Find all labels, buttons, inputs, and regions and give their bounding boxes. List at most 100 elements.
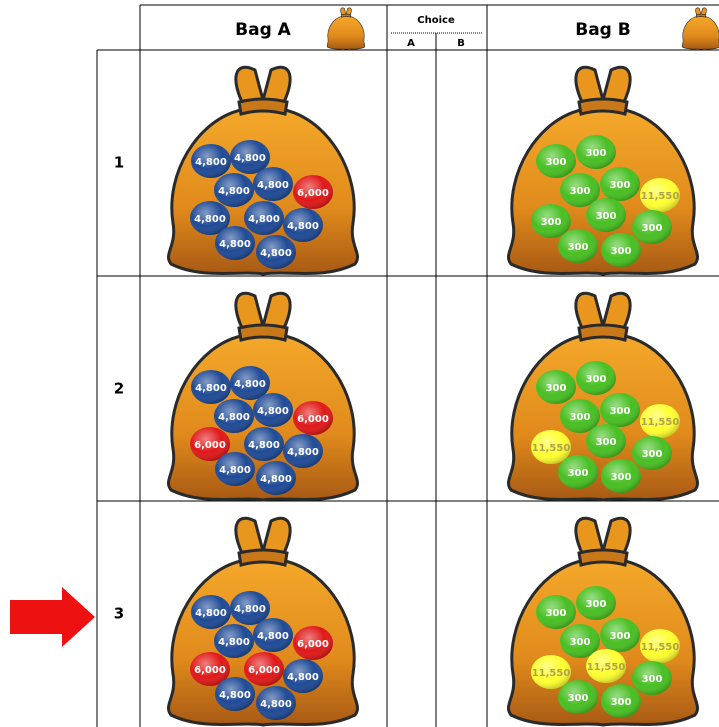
header-choice: Choice xyxy=(417,15,455,26)
ball-label: 300 xyxy=(642,449,663,460)
ball-label: 4,800 xyxy=(219,465,251,476)
ball-label: 4,800 xyxy=(218,412,250,423)
ball-label: 4,800 xyxy=(195,383,227,394)
ball-shine xyxy=(632,436,672,470)
ball-label: 11,550 xyxy=(641,191,680,202)
ball-shine xyxy=(214,624,254,658)
ball-shine xyxy=(191,370,231,404)
ball-shine xyxy=(215,677,255,711)
ball-shine xyxy=(256,686,296,720)
ball-shine xyxy=(600,167,640,201)
ball-label: 11,550 xyxy=(587,662,626,673)
ball-label: 4,800 xyxy=(260,248,292,259)
ball-shine xyxy=(283,659,323,693)
ball-label: 4,800 xyxy=(219,239,251,250)
ball-shine xyxy=(253,618,293,652)
ball-shine xyxy=(283,434,323,468)
ball-label: 4,800 xyxy=(257,180,289,191)
ball-shine xyxy=(531,430,571,464)
ball-label: 300 xyxy=(610,631,631,642)
header-bag-a: Bag A xyxy=(235,20,292,40)
ball-shine xyxy=(190,201,230,235)
bag-icon xyxy=(326,7,366,50)
ball-label: 300 xyxy=(568,693,589,704)
ball-shine xyxy=(560,173,600,207)
bag: 4,800 4,800 4,800 4,800 6,000 6,000 6,000 4,800… xyxy=(166,516,360,727)
ball-label: 4,800 xyxy=(260,474,292,485)
ball-shine xyxy=(576,586,616,620)
table-grid xyxy=(96,4,719,727)
ball-shine xyxy=(191,144,231,178)
header-choice-a: A xyxy=(407,38,415,49)
ball-shine xyxy=(632,210,672,244)
ball-label: 4,800 xyxy=(287,672,319,683)
ball-shine xyxy=(293,175,333,209)
ball-label: 6,000 xyxy=(297,414,329,425)
ball-shine xyxy=(244,201,284,235)
arrow-indicator xyxy=(10,587,95,647)
ball-shine xyxy=(244,652,284,686)
bag: 300 300 300 300 11,550 300 300 300 300 300 xyxy=(506,65,700,276)
ball-label: 300 xyxy=(642,223,663,234)
ball-shine xyxy=(601,233,641,267)
ball-shine xyxy=(536,595,576,629)
ball-shine xyxy=(190,652,230,686)
ball-shine xyxy=(601,459,641,493)
ball-shine xyxy=(558,455,598,489)
bag: 4,800 4,800 4,800 4,800 6,000 4,800 4,800 4,800… xyxy=(166,65,360,276)
ball-shine xyxy=(531,204,571,238)
bag-icon xyxy=(681,7,719,50)
ball-label: 4,800 xyxy=(195,157,227,168)
ball-label: 4,800 xyxy=(218,637,250,648)
ball-label: 300 xyxy=(586,374,607,385)
bag: 300 300 300 300 11,550 11,550 300 300 300 300 xyxy=(506,291,700,502)
ball-label: 6,000 xyxy=(248,665,280,676)
ball-label: 6,000 xyxy=(297,188,329,199)
ball-label: 300 xyxy=(586,148,607,159)
ball-shine xyxy=(253,393,293,427)
row-number: 3 xyxy=(114,605,124,623)
ball-shine xyxy=(293,626,333,660)
ball-shine xyxy=(214,399,254,433)
ball-shine xyxy=(256,235,296,269)
ball-label: 300 xyxy=(610,406,631,417)
ball-shine xyxy=(230,591,270,625)
ball-shine xyxy=(586,198,626,232)
ball-label: 4,800 xyxy=(218,186,250,197)
ball-label: 300 xyxy=(546,157,567,168)
ball-label: 300 xyxy=(568,242,589,253)
ball-shine xyxy=(215,226,255,260)
ball-label: 4,800 xyxy=(195,608,227,619)
row-number: 1 xyxy=(114,154,124,172)
ball-label: 4,800 xyxy=(248,214,280,225)
ball-shine xyxy=(586,424,626,458)
ball-label: 300 xyxy=(541,217,562,228)
ball-shine xyxy=(558,229,598,263)
ball-label: 4,800 xyxy=(234,153,266,164)
ball-shine xyxy=(640,404,680,438)
ball-label: 300 xyxy=(611,697,632,708)
ball-label: 11,550 xyxy=(641,417,680,428)
row-number: 2 xyxy=(114,380,124,398)
ball-label: 300 xyxy=(611,246,632,257)
ball-label: 300 xyxy=(611,472,632,483)
ball-shine xyxy=(536,144,576,178)
ball-shine xyxy=(230,366,270,400)
header-bag-b: Bag B xyxy=(575,20,630,40)
ball-shine xyxy=(586,649,626,683)
ball-label: 300 xyxy=(586,599,607,610)
ball-label: 6,000 xyxy=(194,440,226,451)
ball-label: 11,550 xyxy=(532,443,571,454)
ball-label: 11,550 xyxy=(641,642,680,653)
ball-shine xyxy=(230,140,270,174)
ball-shine xyxy=(601,684,641,718)
ball-label: 4,800 xyxy=(287,447,319,458)
ball-label: 4,800 xyxy=(248,440,280,451)
ball-label: 300 xyxy=(570,412,591,423)
ball-label: 300 xyxy=(570,186,591,197)
ball-label: 6,000 xyxy=(297,639,329,650)
ball-label: 4,800 xyxy=(234,379,266,390)
ball-shine xyxy=(576,135,616,169)
ball-label: 6,000 xyxy=(194,665,226,676)
